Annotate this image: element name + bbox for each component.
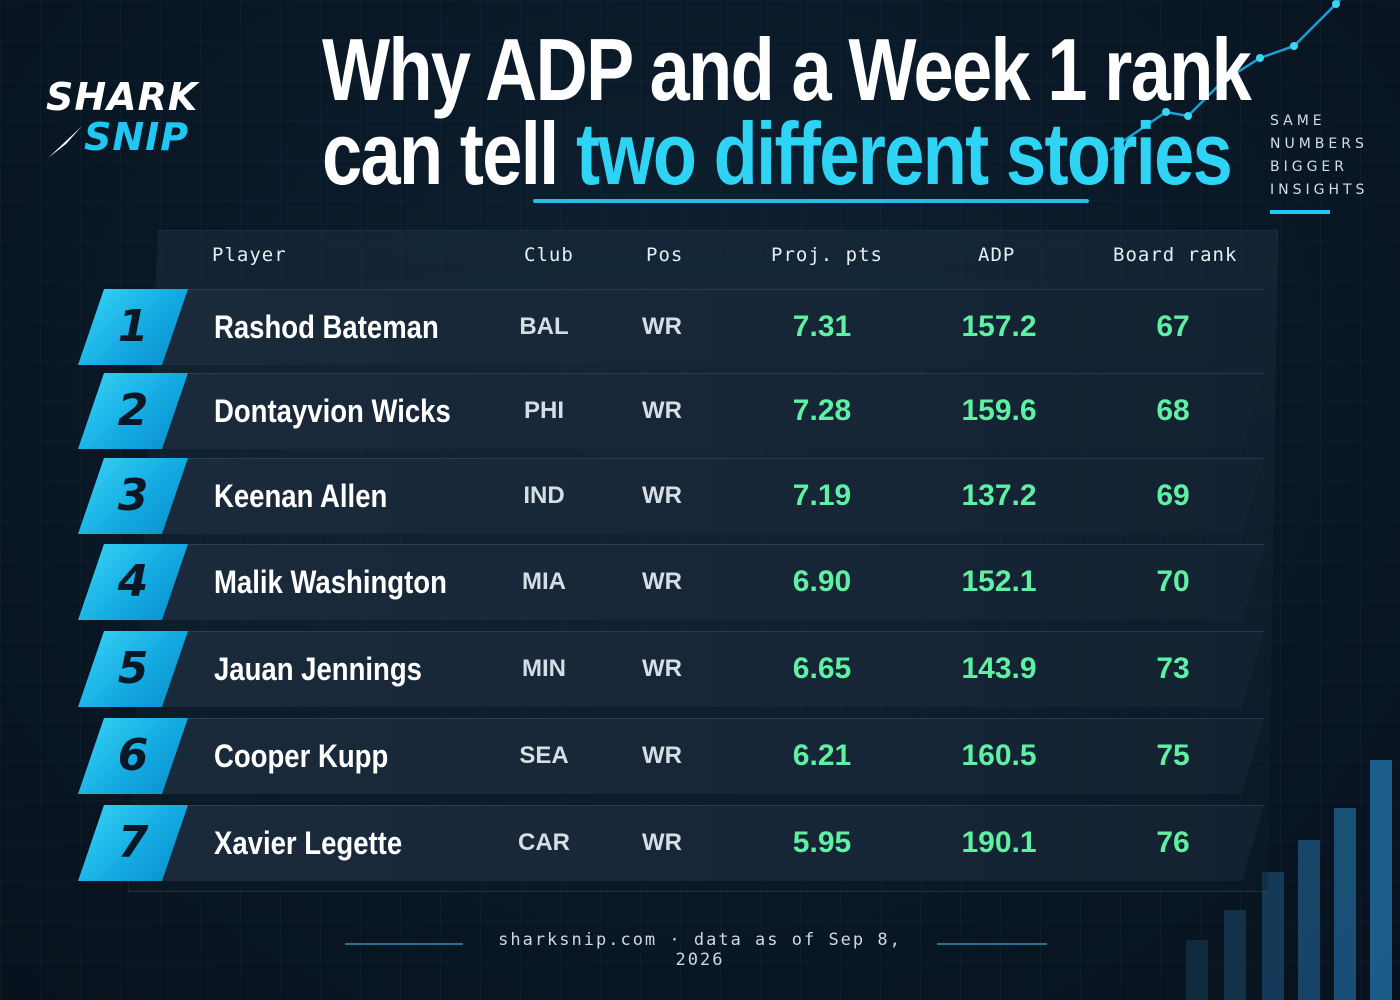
club: IND xyxy=(523,482,565,509)
rank-number: 4 xyxy=(117,556,149,607)
board-rank: 68 xyxy=(1156,394,1190,427)
title-underline xyxy=(533,199,1089,203)
page-title: Why ADP and a Week 1 rank can tell two d… xyxy=(322,20,1252,198)
board-rank: 73 xyxy=(1156,652,1190,685)
board-rank: 69 xyxy=(1156,479,1190,512)
player-name: Rashod Bateman xyxy=(214,309,439,345)
board-rank: 75 xyxy=(1156,739,1190,772)
brand-logo: SHARK SNIP xyxy=(46,78,226,168)
club: MIA xyxy=(522,568,566,595)
tagline-word: NUMBERS xyxy=(1270,136,1368,152)
proj-pts: 6.90 xyxy=(792,565,852,598)
tagline-word: INSIGHTS xyxy=(1270,182,1369,198)
position: WR xyxy=(642,482,682,509)
position: WR xyxy=(642,655,682,682)
proj-pts: 6.21 xyxy=(792,739,852,772)
title-highlight: two different stories xyxy=(575,104,1233,203)
header-pos: Pos xyxy=(646,244,684,266)
position: WR xyxy=(642,568,682,595)
decorative-trend-line xyxy=(1110,0,1341,152)
decorative-bars xyxy=(1186,760,1392,1000)
proj-pts: 7.31 xyxy=(792,310,852,343)
brand-line-2: SNIP xyxy=(84,115,190,159)
board-rank: 70 xyxy=(1156,565,1190,598)
header-player: Player xyxy=(212,244,287,266)
adp: 143.9 xyxy=(961,652,1037,685)
player-name: Xavier Legette xyxy=(214,825,403,861)
title-line-1: Why ADP and a Week 1 rank xyxy=(322,20,1252,119)
club: SEA xyxy=(519,742,569,769)
row-background xyxy=(160,373,1264,449)
title-line-2: can tell two different stories xyxy=(322,104,1233,203)
header-club: Club xyxy=(524,244,574,266)
row-background xyxy=(160,458,1264,534)
position: WR xyxy=(642,742,682,769)
brand-line-1: SHARK xyxy=(46,75,199,119)
tagline-word: SAME xyxy=(1270,113,1326,129)
adp: 160.5 xyxy=(961,739,1037,772)
tagline: SAME NUMBERS BIGGER INSIGHTS xyxy=(1270,110,1390,214)
player-name: Dontayvion Wicks xyxy=(214,393,451,429)
club: PHI xyxy=(523,397,564,424)
rank-number: 3 xyxy=(117,470,149,521)
board-rank: 76 xyxy=(1156,826,1190,859)
club: BAL xyxy=(519,313,569,340)
proj-pts: 7.19 xyxy=(792,479,852,512)
footer: sharksnip.com · data as of Sep 8, 2026 xyxy=(0,930,1400,970)
table-header: Player Club Pos Proj. pts ADP Board rank xyxy=(0,244,1400,278)
position: WR xyxy=(642,313,682,340)
adp: 157.2 xyxy=(961,310,1037,343)
rank-number: 1 xyxy=(117,301,149,352)
rank-number: 6 xyxy=(117,730,149,781)
table-row: 6 Cooper Kupp SEA WR 6.21 160.5 75 xyxy=(0,718,1400,796)
board-rank: 67 xyxy=(1156,310,1190,343)
club: CAR xyxy=(518,829,570,856)
tagline-word: BIGGER xyxy=(1270,159,1349,175)
club: MIN xyxy=(522,655,566,682)
table-row: 4 Malik Washington MIA WR 6.90 152.1 70 xyxy=(0,544,1400,622)
table-row: 3 Keenan Allen IND WR 7.19 137.2 69 xyxy=(0,458,1400,536)
proj-pts: 5.95 xyxy=(792,826,852,859)
footer-divider-right xyxy=(937,943,1047,945)
footer-divider-left xyxy=(345,943,463,945)
table-row: 1 Rashod Bateman BAL WR 7.31 157.2 67 xyxy=(0,289,1400,367)
table-row: 2 Dontayvion Wicks PHI WR 7.28 159.6 68 xyxy=(0,373,1400,451)
player-name: Malik Washington xyxy=(214,564,447,600)
tagline-accent-bar xyxy=(1270,210,1330,214)
table-row: 7 Xavier Legette CAR WR 5.95 190.1 76 xyxy=(0,805,1400,883)
row-background xyxy=(160,631,1264,707)
row-background xyxy=(160,289,1264,365)
footer-text: sharksnip.com · data as of Sep 8, 2026 xyxy=(498,930,902,970)
adp: 137.2 xyxy=(961,479,1037,512)
rank-number: 5 xyxy=(117,643,149,694)
adp: 159.6 xyxy=(961,394,1037,427)
header-proj-pts: Proj. pts xyxy=(771,244,883,266)
row-background xyxy=(160,805,1264,881)
row-background xyxy=(160,544,1264,620)
position: WR xyxy=(642,829,682,856)
shark-fin-icon xyxy=(48,126,82,158)
adp: 152.1 xyxy=(961,565,1037,598)
player-name: Keenan Allen xyxy=(214,478,388,514)
position: WR xyxy=(642,397,682,424)
row-background xyxy=(160,718,1264,794)
title-line-2-lead: can tell xyxy=(322,104,576,203)
adp: 190.1 xyxy=(961,826,1037,859)
header-adp: ADP xyxy=(978,244,1016,266)
player-name: Cooper Kupp xyxy=(214,738,389,774)
table-row: 5 Jauan Jennings MIN WR 6.65 143.9 73 xyxy=(0,631,1400,709)
rank-number: 7 xyxy=(117,817,149,868)
header-board-rank: Board rank xyxy=(1113,244,1238,266)
rank-number: 2 xyxy=(117,385,149,436)
proj-pts: 6.65 xyxy=(792,652,852,685)
player-name: Jauan Jennings xyxy=(214,651,422,687)
proj-pts: 7.28 xyxy=(792,394,852,427)
